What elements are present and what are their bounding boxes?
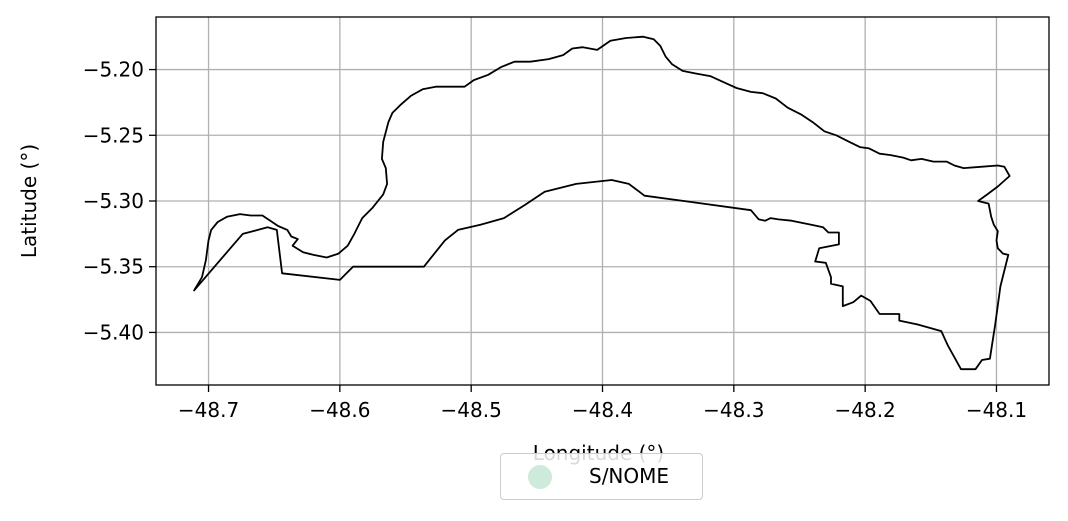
y-tick-label: −5.30 xyxy=(83,189,144,213)
legend-label: S/NOME xyxy=(589,464,670,488)
y-tick-label: −5.25 xyxy=(83,123,144,147)
x-tick-label: −48.4 xyxy=(572,398,633,422)
y-axis-ticks: −5.20 −5.25 −5.30 −5.35 −5.40 xyxy=(83,58,156,344)
legend-swatch xyxy=(528,465,552,489)
region-boundary-layer xyxy=(193,35,1011,371)
x-axis-ticks: −48.7 −48.6 −48.5 −48.4 −48.3 −48.2 −48.1 xyxy=(178,385,1027,422)
x-tick-label: −48.6 xyxy=(309,398,370,422)
gridlines xyxy=(156,17,1049,385)
x-tick-label: −48.5 xyxy=(441,398,502,422)
x-tick-label: −48.1 xyxy=(966,398,1027,422)
x-tick-label: −48.3 xyxy=(703,398,764,422)
y-tick-label: −5.35 xyxy=(83,255,144,279)
y-tick-label: −5.40 xyxy=(83,320,144,344)
region-boundary xyxy=(193,35,1011,371)
x-tick-label: −48.2 xyxy=(834,398,895,422)
legend: S/NOME xyxy=(500,453,703,500)
y-tick-label: −5.20 xyxy=(83,58,144,82)
x-tick-label: −48.7 xyxy=(178,398,239,422)
y-axis-title: Latitude (°) xyxy=(17,144,41,258)
